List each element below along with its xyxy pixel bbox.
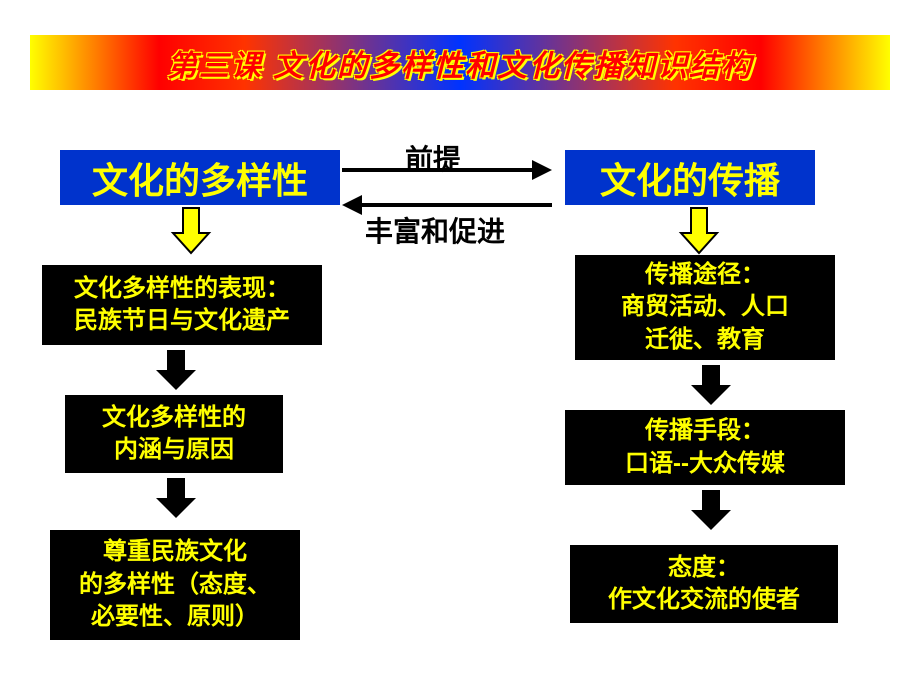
node-right-box1-text: 传播途径：商贸活动、人口迁徙、教育 — [621, 259, 789, 356]
node-left-box2: 文化多样性的内涵与原因 — [65, 395, 283, 473]
node-right-header-text: 文化的传播 — [600, 152, 780, 204]
node-right-box3: 态度：作文化交流的使者 — [570, 545, 838, 623]
page-title: 第三课 文化的多样性和文化传播知识结构 — [167, 41, 753, 85]
label-premise: 前提 — [405, 138, 461, 178]
node-left-box1: 文化多样性的表现：民族节日与文化遗产 — [42, 265, 322, 345]
node-right-box2: 传播手段：口语--大众传媒 — [565, 410, 845, 485]
node-left-box2-text: 文化多样性的内涵与原因 — [102, 402, 246, 467]
node-left-box3-text: 尊重民族文化的多样性（态度、必要性、原则） — [79, 536, 271, 633]
node-right-box2-text: 传播手段：口语--大众传媒 — [625, 415, 785, 480]
node-left-box3: 尊重民族文化的多样性（态度、必要性、原则） — [50, 530, 300, 640]
node-right-box1: 传播途径：商贸活动、人口迁徙、教育 — [575, 255, 835, 360]
title-bar: 第三课 文化的多样性和文化传播知识结构 — [30, 35, 890, 90]
node-left-box1-text: 文化多样性的表现：民族节日与文化遗产 — [74, 273, 290, 338]
node-left-header-text: 文化的多样性 — [92, 152, 308, 204]
node-right-header: 文化的传播 — [565, 150, 815, 205]
node-left-header: 文化的多样性 — [60, 150, 340, 205]
label-enrich: 丰富和促进 — [365, 210, 505, 250]
node-right-box3-text: 态度：作文化交流的使者 — [608, 552, 800, 617]
